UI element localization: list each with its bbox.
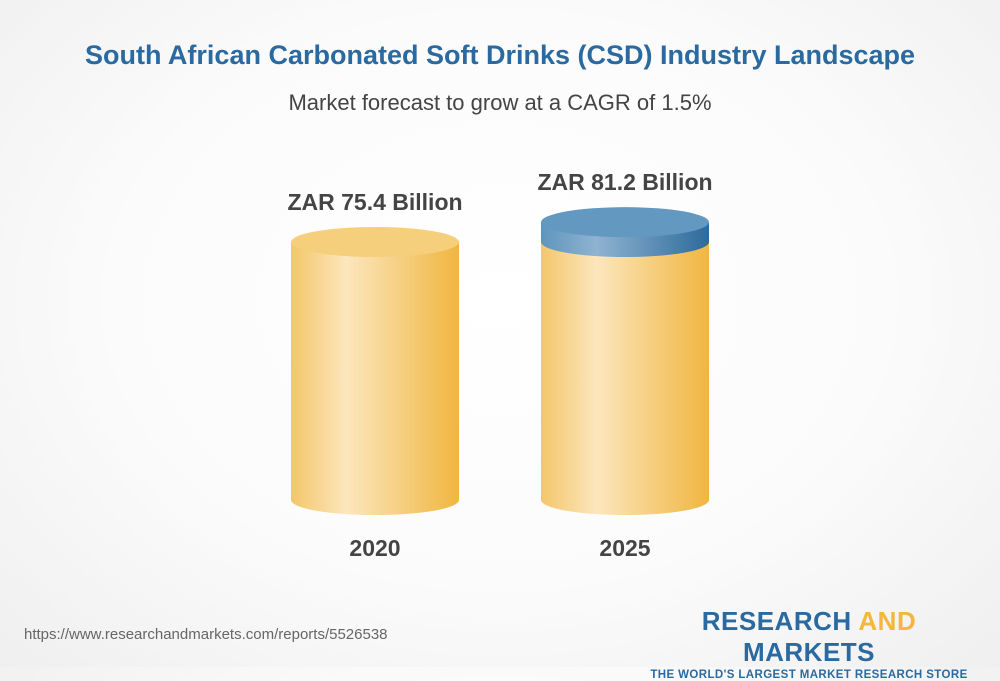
logo-tagline: THE WORLD'S LARGEST MARKET RESEARCH STOR… xyxy=(650,669,968,681)
x-tick-label: 2025 xyxy=(599,535,650,561)
x-tick-label: 2020 xyxy=(349,535,400,561)
chart-title: South African Carbonated Soft Drinks (CS… xyxy=(84,40,916,70)
source-url[interactable]: https://www.researchandmarkets.com/repor… xyxy=(24,626,388,643)
chart: ZAR 75.4 Billion 2020 ZAR 81.2 Billion 2025 xyxy=(287,169,712,561)
research-and-markets-logo: RESEARCH AND MARKETS THE WORLD'S LARGEST… xyxy=(642,606,976,681)
chart-subtitle: Market forecast to grow at a CAGR of 1.5… xyxy=(288,90,712,115)
bar-growth-top xyxy=(541,207,709,238)
data-label: ZAR 75.4 Billion xyxy=(287,189,462,215)
data-label: ZAR 81.2 Billion xyxy=(537,169,712,195)
logo-text-and: AND xyxy=(858,606,917,636)
bar-cylinder-top xyxy=(291,227,459,257)
logo-text: MARKETS xyxy=(742,637,876,667)
logo-text: RESEARCH xyxy=(701,606,859,636)
bar-cylinder-body xyxy=(541,242,709,515)
bar-cylinder-body xyxy=(291,242,459,515)
